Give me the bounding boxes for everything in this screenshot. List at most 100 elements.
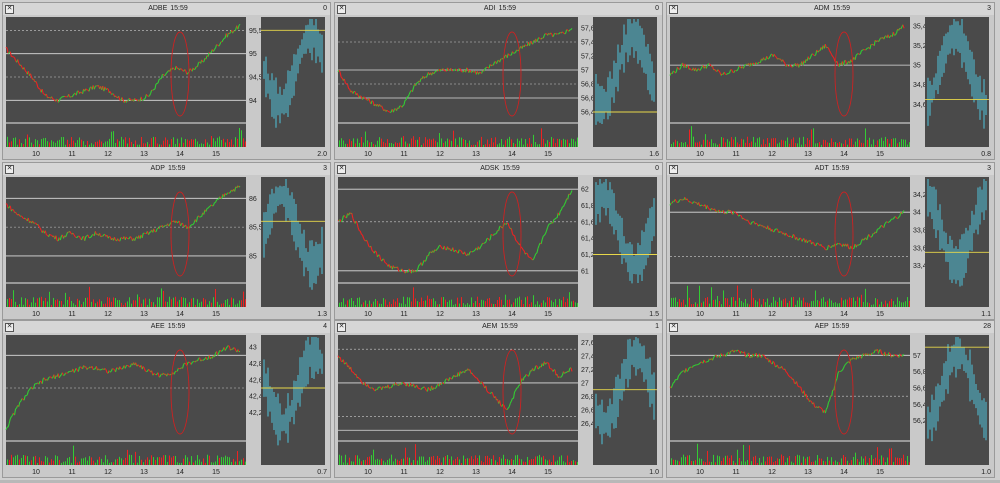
volume-bar (231, 139, 232, 147)
volume-bar (855, 301, 856, 307)
volume-bar (165, 301, 166, 307)
price-segment (442, 68, 445, 71)
volume-bar (461, 462, 462, 465)
close-icon[interactable]: ✕ (337, 5, 346, 14)
chart-panel-adi[interactable]: ✕ ADI 15:59 0 10 11 12 13 14 15 57,6 57,4 57,2 57 56,8… (334, 2, 663, 160)
volume-bar (749, 445, 750, 465)
alert-count: 28 (983, 323, 991, 330)
price-segment (818, 244, 821, 246)
price-segment (835, 378, 838, 382)
volume-bar (21, 457, 22, 465)
volume-bar (29, 304, 30, 307)
volume-bar (789, 455, 790, 465)
chart-panel-aem[interactable]: ✕ AEM 15:59 1 10 11 12 13 14 15 27,6 27,4 27,2 27 26,8… (334, 320, 663, 478)
panel-title-bar: ✕ ADSK 15:59 0 (335, 163, 662, 175)
volume-bar (87, 297, 88, 307)
chart-panel-adp[interactable]: ✕ ADP 15:59 3 10 11 12 13 14 15 86 85,5 85 1.3 (2, 162, 331, 320)
price-segment (515, 239, 518, 242)
price-segment (383, 258, 386, 263)
x-tick-label: 11 (68, 311, 75, 318)
distribution-value: 1.5 (649, 311, 659, 318)
price-segment (522, 249, 525, 252)
price-segment (149, 93, 152, 96)
close-icon[interactable]: ✕ (337, 323, 346, 332)
close-icon[interactable]: ✕ (5, 165, 14, 174)
volume-bar (849, 462, 850, 465)
price-segment (86, 367, 89, 370)
volume-bar (495, 303, 496, 307)
volume-bar (151, 455, 152, 465)
price-segment (83, 365, 86, 368)
close-icon[interactable]: ✕ (669, 5, 678, 14)
price-segment (165, 72, 168, 75)
volume-bar (823, 139, 824, 147)
price-segment (731, 69, 734, 73)
close-icon[interactable]: ✕ (669, 323, 678, 332)
volume-bar (759, 298, 760, 307)
price-segment (190, 362, 193, 365)
volume-bar (43, 300, 44, 307)
volume-bar (527, 296, 528, 307)
volume-bar (737, 142, 738, 147)
volume-bar (377, 458, 378, 465)
price-segment (567, 193, 570, 200)
price-segment (417, 387, 420, 389)
volume-bar (737, 449, 738, 465)
volume-bar (799, 137, 800, 147)
price-segment (36, 83, 39, 88)
volume-bar (225, 455, 226, 465)
volume-bar (95, 462, 96, 465)
close-icon[interactable]: ✕ (669, 165, 678, 174)
price-segment (830, 246, 832, 249)
price-segment (705, 65, 708, 69)
time-label: 15:59 (832, 5, 851, 12)
price-segment (451, 376, 454, 380)
volume-bar (867, 302, 868, 307)
price-segment (427, 252, 430, 256)
close-icon[interactable]: ✕ (5, 323, 14, 332)
price-segment (357, 227, 360, 231)
volume-bar (21, 297, 22, 307)
chart-panel-aep[interactable]: ✕ AEP 15:59 28 10 11 12 13 14 15 57 56,8 56,6 56,4 56,… (666, 320, 995, 478)
volume-bar (783, 456, 784, 465)
volume-bar (733, 139, 734, 147)
volume-bar (341, 302, 342, 307)
chart-panel-adt[interactable]: ✕ ADT 15:59 3 10 11 12 13 14 15 34,2 34 33,8 33,6 33,4… (666, 162, 995, 320)
price-segment (36, 382, 39, 385)
volume-bar (89, 144, 90, 147)
chart-panel-aee[interactable]: ✕ AEE 15:59 4 10 11 12 13 14 15 43 42,8 42,6 42,4 42,2… (2, 320, 331, 478)
chart-panel-adm[interactable]: ✕ ADM 15:59 3 10 11 12 13 14 15 35,4 35,2 35 34,8 34,6… (666, 2, 995, 160)
volume-bar (547, 297, 548, 307)
volume-bar (207, 454, 208, 465)
volume-bar (7, 299, 8, 307)
volume-bar (683, 454, 684, 465)
close-icon[interactable]: ✕ (337, 165, 346, 174)
volume-bar (187, 139, 188, 147)
x-tick-label: 14 (508, 311, 516, 318)
volume-bar (403, 458, 404, 465)
chart-panel-adbe[interactable]: ✕ ADBE 15:59 0 10 11 12 13 14 15 95,5 95 94,5 94 2.0 (2, 2, 331, 160)
price-segment (60, 96, 63, 99)
volume-bar (875, 144, 876, 147)
price-segment (338, 69, 341, 73)
chart-panel-adsk[interactable]: ✕ ADSK 15:59 0 10 11 12 13 14 15 62 61,8 61,6 61,4 61,… (334, 162, 663, 320)
x-tick-label: 11 (400, 151, 407, 158)
volume-bar (391, 143, 392, 147)
price-segment (714, 69, 717, 72)
close-icon[interactable]: ✕ (5, 5, 14, 14)
volume-bar (43, 138, 44, 147)
distribution-value: 1.6 (649, 151, 659, 158)
volume-bar (109, 462, 110, 465)
price-segment (896, 28, 899, 34)
price-segment (195, 216, 198, 223)
volume-bar (551, 461, 552, 465)
volume-bar (725, 297, 726, 307)
volume-bar (521, 459, 522, 465)
volume-bar (573, 139, 574, 147)
price-segment (401, 105, 404, 108)
price-segment (847, 243, 850, 249)
volume-bar (419, 137, 420, 147)
volume-bar (725, 455, 726, 465)
volume-bar (689, 129, 690, 147)
volume-bar (697, 443, 698, 465)
